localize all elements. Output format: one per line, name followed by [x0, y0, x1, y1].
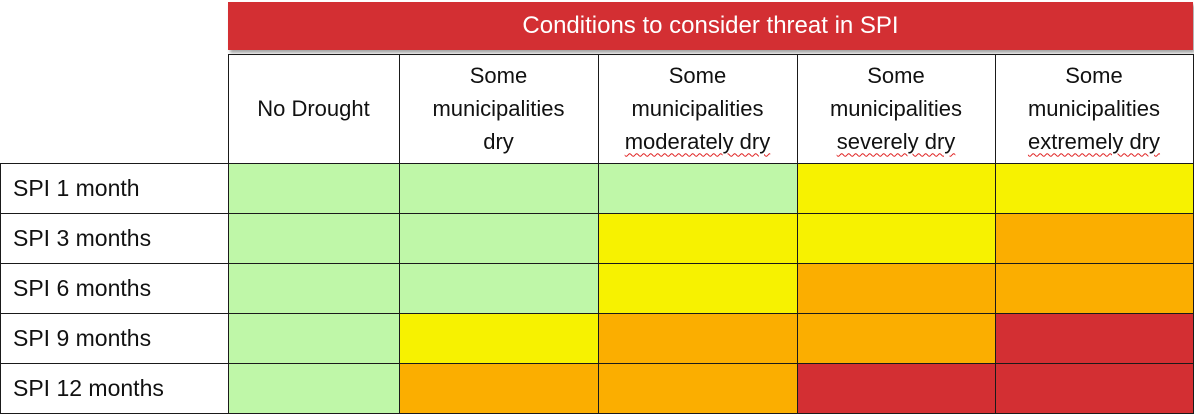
row-label: SPI 9 months [13, 324, 152, 351]
column-header-line-text: No Drought [257, 95, 370, 121]
column-header-line-text: Some [867, 62, 925, 88]
threat-level-cell [399, 263, 598, 313]
column-header-line: municipalities [1028, 92, 1160, 125]
grid-line [0, 163, 1, 413]
column-header-line-text: Some [1065, 62, 1123, 88]
column-header-line: No Drought [257, 92, 370, 125]
column-header-text: Some municipalities dry [432, 59, 564, 158]
grid-line [0, 363, 1194, 364]
threat-level-cell [399, 163, 598, 213]
grid-line [797, 54, 798, 413]
column-header-line-text: municipalities [432, 95, 565, 121]
threat-level-cell [598, 163, 797, 213]
threat-level-cell [228, 363, 399, 413]
threat-level-cell [598, 263, 797, 313]
row-label: SPI 6 months [13, 274, 152, 301]
threat-level-cell [598, 363, 797, 413]
column-header-text: Some municipalities extremely dry [1028, 59, 1160, 158]
threat-level-cell [598, 213, 797, 263]
column-header-line-text: severely dry [836, 128, 956, 154]
grid-line [399, 54, 400, 413]
threat-level-cell [228, 163, 399, 213]
grid-line [0, 163, 1194, 164]
threat-level-cell [228, 213, 399, 263]
column-header: Some municipalities moderately dry [598, 54, 797, 162]
column-header: Some municipalities severely dry [797, 54, 995, 162]
column-header-line-text: municipalities [631, 95, 764, 121]
column-header-line-text: municipalities [829, 95, 963, 121]
column-header: Some municipalities dry [399, 54, 598, 162]
threat-level-cell [399, 313, 598, 363]
column-header-line-text: Some [668, 62, 727, 88]
column-header-text: No Drought [257, 92, 370, 125]
threat-level-cell [797, 263, 995, 313]
grid-line [598, 54, 599, 413]
grid-line [0, 213, 1194, 214]
table-title: Conditions to consider threat in SPI [228, 2, 1193, 50]
column-header-line-text: extremely dry [1027, 128, 1161, 154]
threat-level-cell [228, 313, 399, 363]
column-header-line: extremely dry [1028, 125, 1160, 158]
grid-line [995, 54, 996, 413]
threat-level-cell [995, 263, 1193, 313]
column-header-line: municipalities [625, 92, 771, 125]
threat-level-cell [797, 313, 995, 363]
column-header-line-text: Some [469, 62, 528, 88]
column-header-line: municipalities [432, 92, 564, 125]
threat-level-cell [797, 213, 995, 263]
column-header-line: severely dry [830, 125, 962, 158]
column-header-line-text: dry [483, 128, 514, 154]
grid-line [228, 54, 229, 413]
threat-level-cell [399, 213, 598, 263]
threat-level-cell [995, 213, 1193, 263]
row-label: SPI 1 month [13, 174, 140, 201]
threat-level-cell [995, 313, 1193, 363]
column-header-line: Some [625, 59, 771, 92]
threat-level-cell [797, 163, 995, 213]
column-header: Some municipalities extremely dry [995, 54, 1193, 162]
column-header-line-text: moderately dry [624, 128, 771, 154]
column-header-line: moderately dry [625, 125, 771, 158]
column-header: No Drought [228, 54, 399, 162]
threat-level-cell [995, 363, 1193, 413]
threat-level-cell [228, 263, 399, 313]
grid-line [228, 54, 1194, 55]
row-label: SPI 12 months [13, 374, 164, 401]
column-header-line: Some [830, 59, 962, 92]
column-header-text: Some municipalities moderately dry [625, 59, 771, 158]
threat-level-cell [598, 313, 797, 363]
column-header-line: dry [432, 125, 564, 158]
column-header-text: Some municipalities severely dry [830, 59, 962, 158]
threat-level-cell [797, 363, 995, 413]
column-header-line: Some [432, 59, 564, 92]
row-label: SPI 3 months [13, 224, 152, 251]
grid-line [0, 263, 1194, 264]
grid-line [0, 413, 1194, 414]
threat-level-cell [995, 163, 1193, 213]
threat-level-cell [399, 363, 598, 413]
column-header-line: municipalities [830, 92, 962, 125]
grid-line [0, 313, 1194, 314]
column-header-line-text: municipalities [1027, 95, 1161, 121]
column-header-line: Some [1028, 59, 1160, 92]
